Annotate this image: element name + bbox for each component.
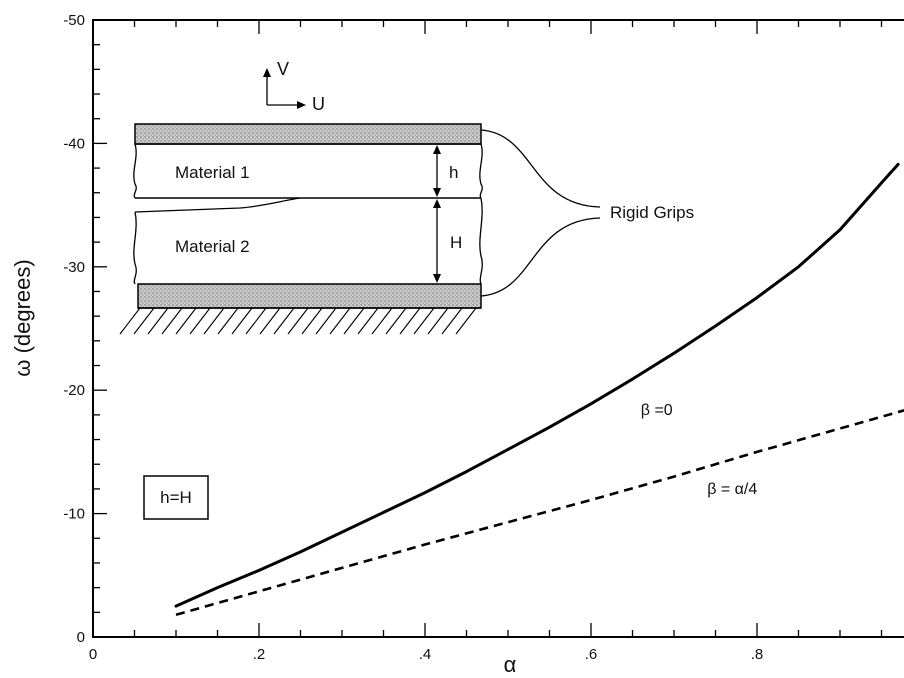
ground-hatch-line: [189, 307, 211, 335]
tick-group: [92, 19, 883, 638]
material1-label: Material 1: [175, 163, 250, 182]
ground-hatch-line: [133, 307, 155, 335]
H-arrow-top: [433, 199, 441, 208]
x-axis-title: α: [504, 652, 517, 677]
ground-hatch-line: [231, 307, 253, 335]
ground-hatch-line: [371, 307, 393, 335]
u-label: U: [312, 94, 325, 114]
ground-hatch-line: [413, 307, 435, 335]
ground-hatch-line: [441, 307, 463, 335]
rigid-grips-label: Rigid Grips: [610, 203, 694, 222]
ground-hatch-line: [217, 307, 239, 335]
material2-left-break: [133, 211, 137, 285]
ground-hatch-line: [343, 307, 365, 335]
ground-hatch-line: [455, 307, 477, 335]
y-axis-title: ω (degrees): [10, 259, 35, 376]
bottom-grip: [137, 283, 482, 309]
x-tick-label: .6: [585, 646, 598, 663]
ground-hatch-line: [427, 307, 449, 335]
crack-lower-face: [134, 197, 301, 213]
ground-hatch-line: [301, 307, 323, 335]
ground-hatch-line: [273, 307, 295, 335]
series-line-beta-alpha-quarter: [175, 409, 904, 617]
plot-frame: [92, 19, 904, 638]
series-line-beta-zero: [174, 162, 900, 608]
x-tick-label: .8: [751, 646, 764, 663]
material2-label: Material 2: [175, 237, 250, 256]
grips-leader-top: [480, 129, 601, 208]
h-label: h: [449, 163, 458, 182]
annotation-beta-alpha-quarter: β = α/4: [707, 481, 757, 498]
v-label: V: [277, 59, 289, 79]
y-tick-label: -40: [63, 135, 85, 152]
ground-hatch-line: [399, 307, 421, 335]
ground-hatch-line: [357, 307, 379, 335]
y-tick-label: -20: [63, 382, 85, 399]
h-arrow-top: [433, 145, 441, 154]
ground-hatch-line: [119, 307, 141, 335]
ground-hatch-line: [147, 307, 169, 335]
top-grip: [134, 123, 482, 145]
ground-hatch-line: [203, 307, 225, 335]
x-tick-label: .4: [419, 646, 432, 663]
material1-left-break: [133, 143, 137, 199]
H-arrow-bottom: [433, 274, 441, 283]
ground-hatch-line: [175, 307, 197, 335]
tick-label-group: 0 .2 .4 .6 .8 0 -10 -20 -30 -40 -50: [63, 12, 763, 663]
annotation-box: [143, 475, 209, 520]
x-tick-label: 0: [89, 646, 97, 663]
ground-hatching: [119, 307, 477, 335]
v-arrow-head: [263, 68, 271, 77]
material1-right-break: [479, 143, 483, 199]
h-arrow-bottom: [433, 188, 441, 197]
ground-hatch-line: [287, 307, 309, 335]
y-tick-label: -30: [63, 259, 85, 276]
inset-diagram: V U Material 1 Material 2 h H Rigid G: [119, 59, 694, 335]
grips-leader-bottom: [480, 217, 601, 297]
ground-hatch-line: [385, 307, 407, 335]
series-group: [174, 162, 904, 617]
y-tick-label: -50: [63, 12, 85, 29]
annotation-h-equals-H: h=H: [160, 488, 192, 507]
u-arrow-head: [297, 101, 306, 109]
ground-hatch-line: [161, 307, 183, 335]
ground-hatch-line: [259, 307, 281, 335]
ground-hatch-line: [245, 307, 267, 335]
ground-hatch-line: [315, 307, 337, 335]
H-label: H: [450, 233, 462, 252]
ground-hatch-line: [329, 307, 351, 335]
annotation-beta-zero: β =0: [641, 402, 673, 419]
y-tick-label: 0: [77, 629, 85, 646]
material2-right-break: [479, 197, 483, 285]
x-tick-label: .2: [253, 646, 266, 663]
y-tick-label: -10: [63, 506, 85, 523]
